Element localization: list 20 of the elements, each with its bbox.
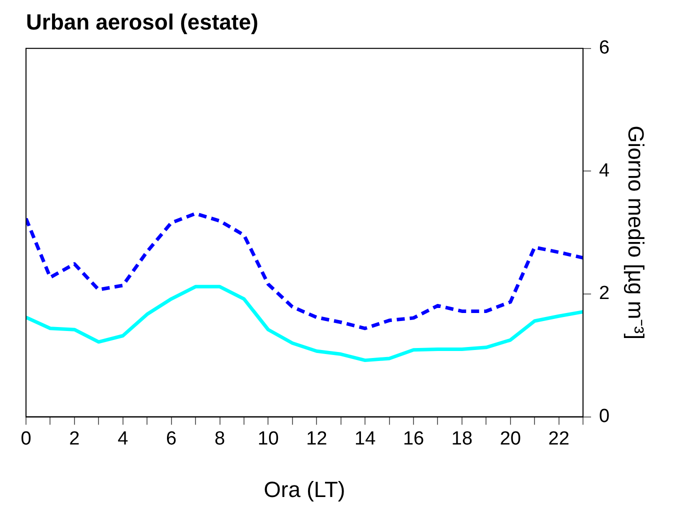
chart-title: Urban aerosol (estate) xyxy=(26,9,258,34)
x-tick-label: 16 xyxy=(402,428,424,450)
x-tick-label: 20 xyxy=(500,428,521,450)
x-tick-label: 22 xyxy=(548,428,570,450)
x-tick-label: 10 xyxy=(258,428,279,450)
x-tick-label: 6 xyxy=(166,428,177,450)
x-tick-label: 12 xyxy=(306,428,328,450)
y-axis-title: Giorno medio [µg m⁻³] xyxy=(624,126,649,340)
x-tick-label: 14 xyxy=(354,428,376,450)
x-tick-label: 0 xyxy=(20,428,32,450)
y-tick-label: 6 xyxy=(599,38,610,59)
x-axis-title: Ora (LT) xyxy=(264,476,346,502)
x-tick-label: 18 xyxy=(451,428,473,450)
line-series xyxy=(26,212,584,330)
y-tick-label: 4 xyxy=(599,160,610,182)
x-tick-label: 2 xyxy=(69,428,80,450)
x-tick-label: 8 xyxy=(214,428,226,450)
y-tick-label: 2 xyxy=(599,283,610,304)
y-tick-label: 0 xyxy=(599,406,610,428)
x-tick-label: 4 xyxy=(118,428,129,450)
